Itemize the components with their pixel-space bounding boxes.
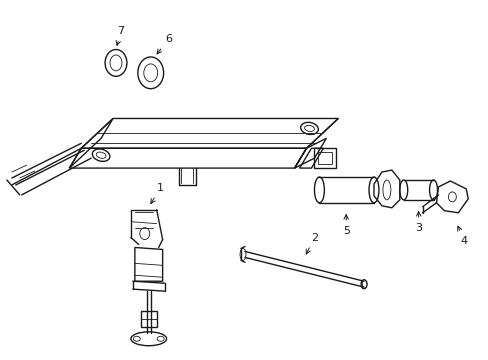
Text: 3: 3 <box>414 212 421 233</box>
Text: 7: 7 <box>116 26 124 45</box>
Text: 4: 4 <box>457 226 467 246</box>
Text: 5: 5 <box>342 215 349 235</box>
Text: 1: 1 <box>150 183 164 203</box>
Text: 6: 6 <box>157 34 172 54</box>
Text: 2: 2 <box>305 233 317 254</box>
